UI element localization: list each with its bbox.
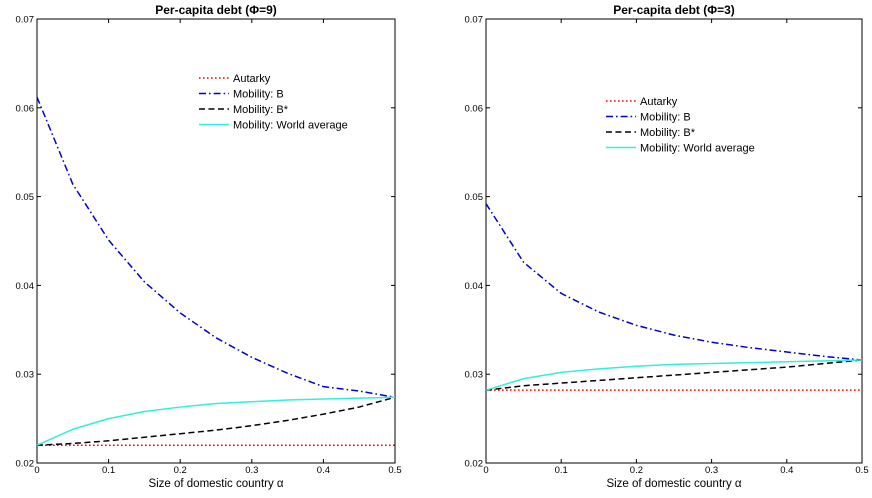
legend-label: Mobility: B*	[233, 104, 289, 116]
legend: Autarky Mobility: B Mobility: B* Mobility: …	[606, 96, 755, 155]
y-tick-label: 0.07	[16, 15, 35, 26]
y-tick-label: 0.05	[465, 192, 484, 203]
y-tick-label: 0.03	[16, 370, 35, 381]
chart-panel-2: Per-capita debt (Φ=3) 0 0.1 0.2 0.3 0.4 0.5 0.0…	[465, 3, 869, 490]
legend-label: Mobility: World average	[233, 120, 348, 132]
series-line-mobility-b	[36, 396, 396, 446]
plot-area	[485, 18, 863, 464]
x-tick-label: 0.2	[630, 465, 643, 476]
chart-title: Per-capita debt (Φ=3)	[613, 3, 735, 17]
series-line-mobility-b	[485, 359, 863, 391]
chart-title: Per-capita debt (Φ=9)	[155, 3, 277, 17]
x-tick-label: 0.1	[555, 465, 568, 476]
x-axis-label: Size of domestic country α	[606, 478, 741, 490]
x-tick-label: 0.5	[855, 465, 868, 476]
x-tick-label: 0.2	[174, 465, 187, 476]
y-tick-label: 0.03	[465, 370, 484, 381]
y-tick-label: 0.02	[16, 459, 35, 470]
series-line-mobility-world-average	[36, 396, 396, 446]
x-tick-label: 0.1	[102, 465, 115, 476]
x-tick-label: 0.3	[245, 465, 258, 476]
series-line-mobility-world-average	[485, 359, 863, 391]
x-tick-label: 0	[34, 465, 39, 476]
legend-label: Autarky	[233, 73, 271, 85]
legend-label: Mobility: B	[233, 89, 284, 101]
chart-panel-1: Per-capita debt (Φ=9) 0 0.1 0.2 0.3 0.4 0.5 0.0…	[16, 3, 402, 490]
y-tick-label: 0.06	[16, 103, 35, 114]
legend-label: Mobility: B	[640, 112, 691, 124]
y-tick-label: 0.04	[16, 281, 35, 292]
series-line-mobility-b	[36, 96, 396, 399]
x-tick-label: 0	[483, 465, 488, 476]
x-tick-label: 0.4	[780, 465, 793, 476]
legend: Autarky Mobility: B Mobility: B* Mobility: …	[199, 73, 348, 132]
y-tick-label: 0.02	[465, 459, 484, 470]
legend-label: Mobility: World average	[640, 143, 755, 155]
x-tick-label: 0.4	[317, 465, 330, 476]
plot-area	[36, 18, 396, 464]
y-tick-label: 0.06	[465, 103, 484, 114]
x-axis-label: Size of domestic country α	[148, 478, 283, 490]
x-tick-label: 0.5	[388, 465, 401, 476]
legend-label: Mobility: B*	[640, 127, 696, 139]
y-tick-label: 0.05	[16, 192, 35, 203]
y-tick-label: 0.07	[465, 15, 484, 26]
legend-label: Autarky	[640, 96, 678, 108]
y-tick-label: 0.04	[465, 281, 484, 292]
series-line-mobility-b	[485, 203, 863, 361]
x-tick-label: 0.3	[705, 465, 718, 476]
